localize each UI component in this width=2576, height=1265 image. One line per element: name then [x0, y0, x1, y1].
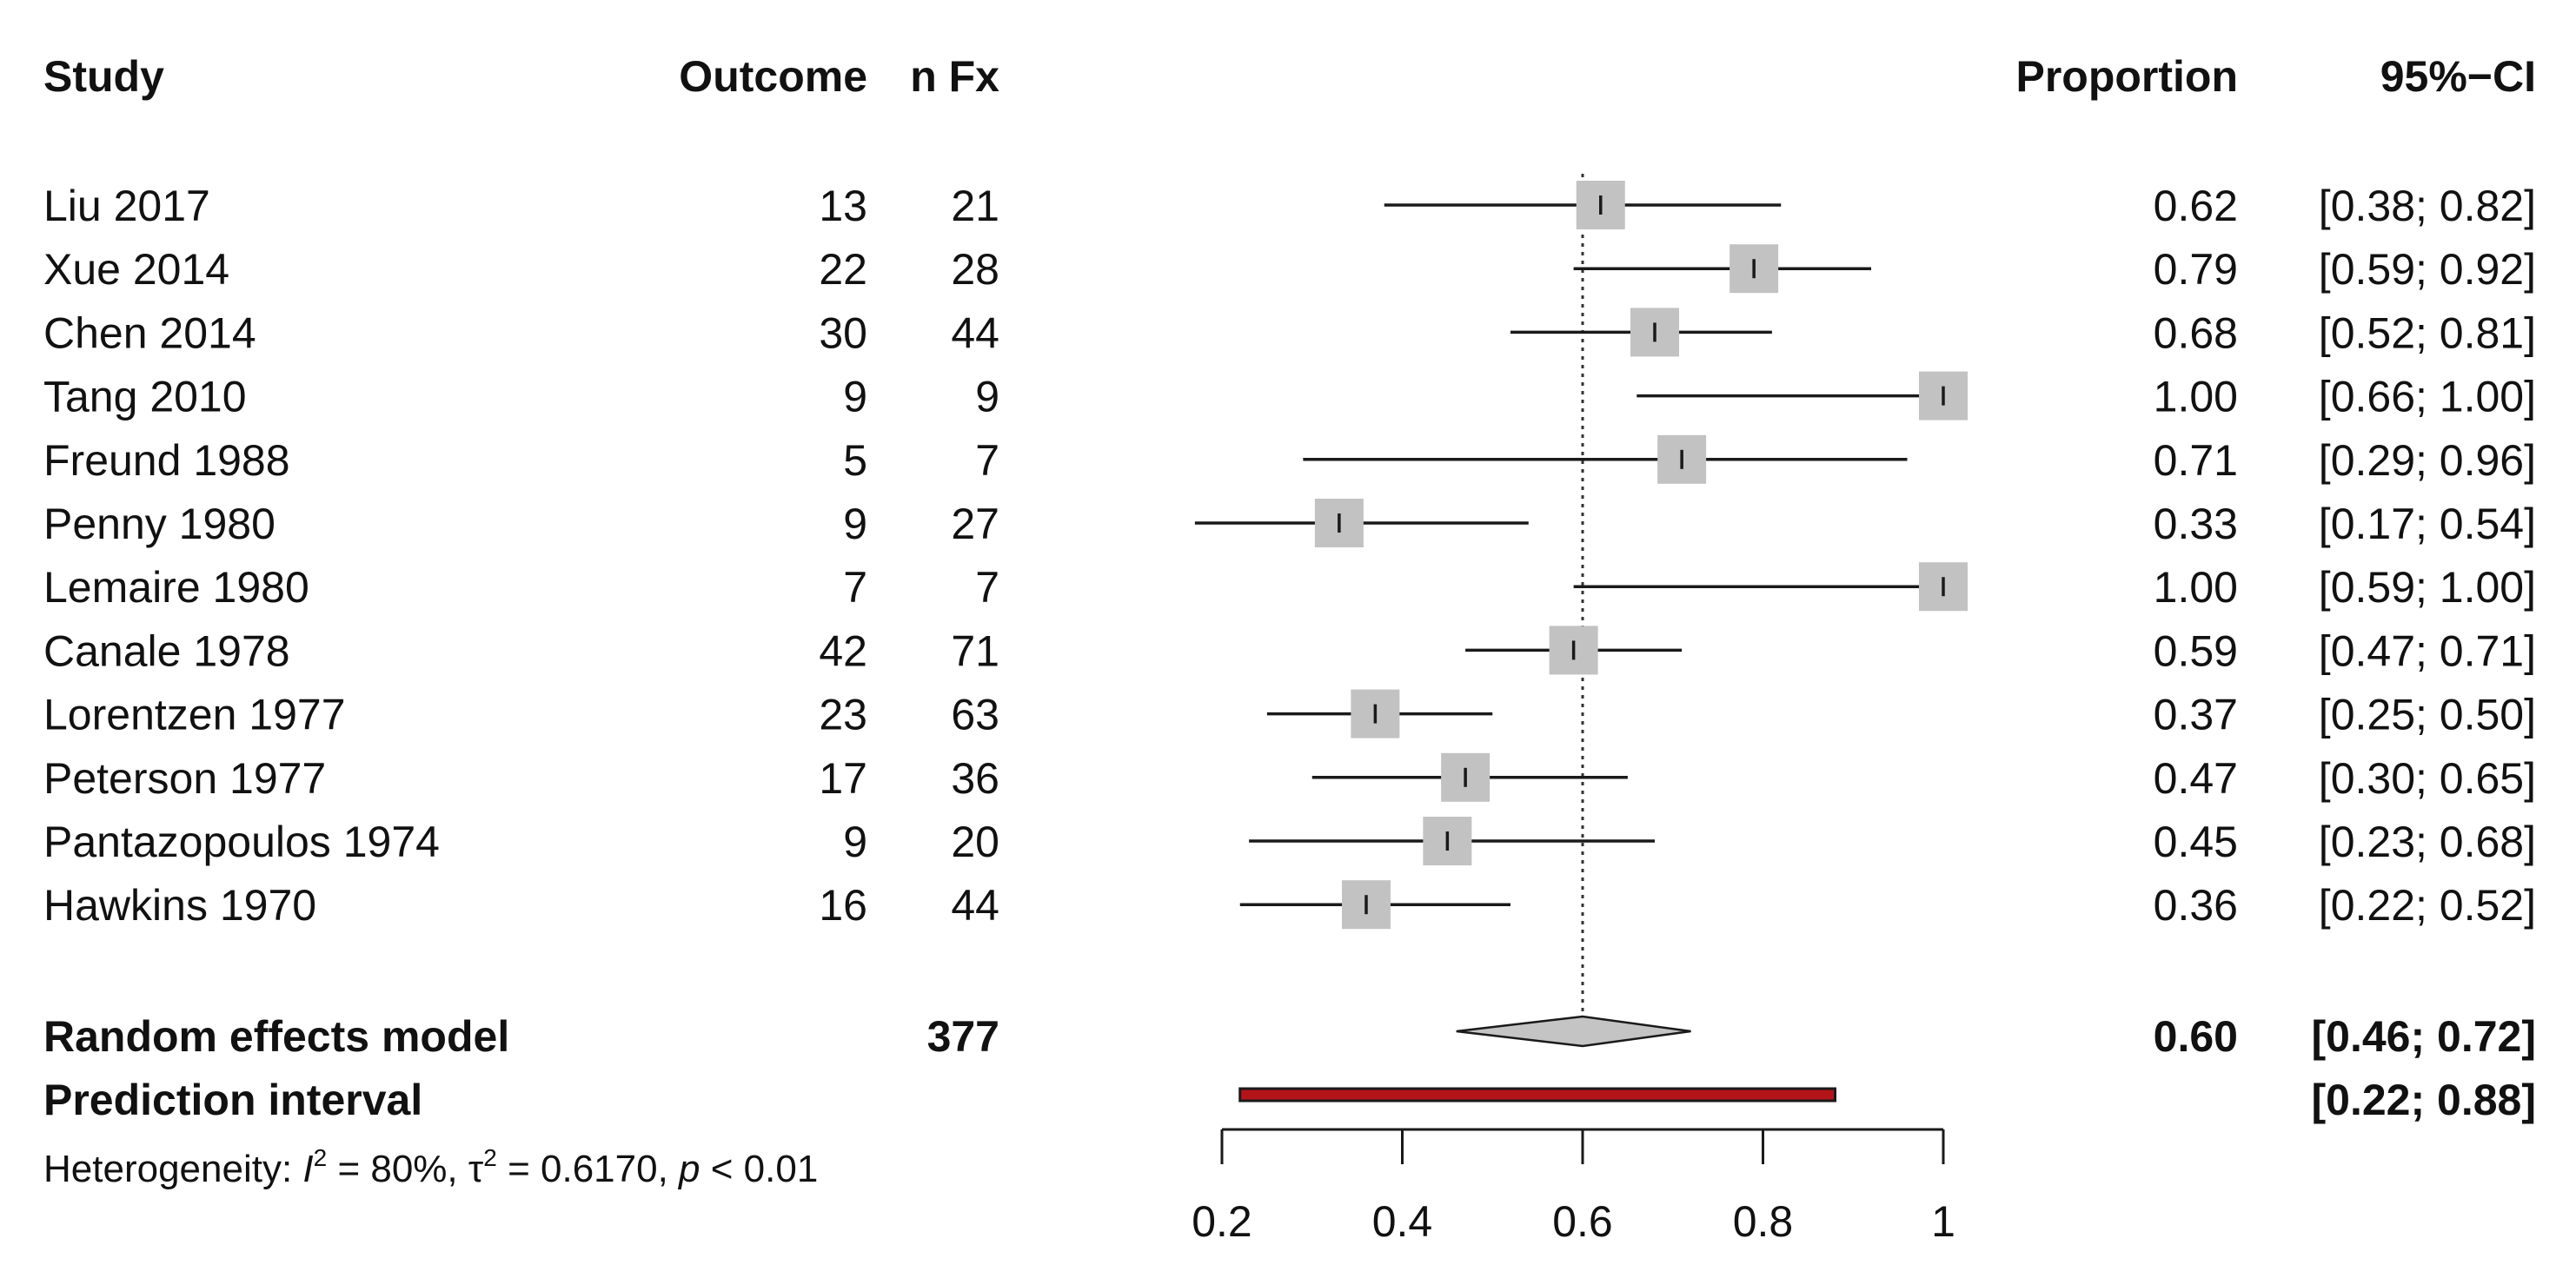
study-name: Liu 2017: [43, 182, 210, 230]
study-proportion: 0.62: [2154, 182, 2238, 230]
study-events: 23: [819, 691, 867, 739]
study-ci: [0.25; 0.50]: [2319, 691, 2536, 739]
study-name: Hawkins 1970: [43, 881, 316, 930]
header-n-fx: n Fx: [910, 52, 999, 101]
heterogeneity-i2-value: = 80%,: [327, 1148, 468, 1190]
study-name: Pantazopoulos 1974: [43, 818, 440, 866]
study-proportion: 0.68: [2154, 308, 2238, 357]
study-total: 21: [951, 182, 999, 230]
study-rows: Liu 2017 13 21 0.62 [0.38; 0.82] Xue 2014 22 28…: [43, 182, 2536, 930]
heterogeneity-i2-superscript: 2: [314, 1144, 328, 1171]
heterogeneity-tau-symbol: τ: [468, 1148, 484, 1190]
study-proportion: 0.59: [2154, 626, 2238, 675]
study-ci: [0.59; 1.00]: [2319, 563, 2536, 612]
study-total: 7: [975, 563, 999, 612]
prediction-interval-label: Prediction interval: [43, 1076, 422, 1124]
random-effects-diamond: [1456, 1015, 1691, 1048]
heterogeneity-p-symbol: p: [677, 1148, 700, 1190]
study-proportion: 0.47: [2154, 754, 2238, 803]
header-proportion: Proportion: [2015, 52, 2238, 101]
study-ci: [0.22; 0.52]: [2319, 881, 2536, 930]
x-axis: 0.2 0.4 0.6 0.8 1: [1192, 1128, 1955, 1246]
study-total: 27: [951, 500, 999, 548]
study-name: Tang 2010: [43, 373, 247, 421]
study-ci: [0.17; 0.54]: [2319, 500, 2536, 548]
study-name: Penny 1980: [43, 500, 276, 548]
study-proportion: 0.79: [2154, 245, 2238, 294]
study-proportion: 0.33: [2154, 500, 2238, 548]
study-total: 71: [951, 626, 999, 675]
study-events: 17: [819, 754, 867, 803]
study-name: Lemaire 1980: [43, 563, 309, 612]
study-name: Xue 2014: [43, 245, 229, 294]
study-total: 63: [951, 691, 999, 739]
study-events: 9: [843, 500, 867, 548]
study-events: 22: [819, 245, 867, 294]
study-events: 7: [843, 563, 867, 612]
x-axis-tick-label: 0.8: [1733, 1197, 1794, 1246]
random-effects-total: 377: [927, 1012, 999, 1061]
study-total: 9: [975, 373, 999, 421]
study-events: 30: [819, 308, 867, 357]
study-name: Freund 1988: [43, 436, 290, 485]
plot-area: 0.2 0.4 0.6 0.8 1: [1192, 174, 1968, 1246]
study-ci: [0.38; 0.82]: [2319, 182, 2536, 230]
study-name: Chen 2014: [43, 308, 256, 357]
study-ci: [0.59; 0.92]: [2319, 245, 2536, 294]
x-axis-tick-label: 1: [1931, 1197, 1955, 1246]
study-events: 13: [819, 182, 867, 230]
x-axis-tick-label: 0.2: [1192, 1197, 1252, 1246]
study-events: 16: [819, 881, 867, 930]
study-ci: [0.52; 0.81]: [2319, 308, 2536, 357]
study-ci: [0.66; 1.00]: [2319, 373, 2536, 421]
x-axis-tick-label: 0.4: [1372, 1197, 1433, 1246]
prediction-interval-bar: [1238, 1087, 1836, 1103]
study-proportion: 0.71: [2154, 436, 2238, 485]
study-name: Lorentzen 1977: [43, 691, 346, 739]
study-ci: [0.29; 0.96]: [2319, 436, 2536, 485]
x-axis-tick-label: 0.6: [1552, 1197, 1613, 1246]
heterogeneity-tau-superscript: 2: [483, 1144, 497, 1171]
header-ci: 95%−CI: [2380, 52, 2536, 101]
study-events: 9: [843, 373, 867, 421]
study-ci: [0.47; 0.71]: [2319, 626, 2536, 675]
study-ci: [0.23; 0.68]: [2319, 818, 2536, 866]
heterogeneity-text: Heterogeneity: I2 = 80%, τ2 = 0.6170, p …: [43, 1144, 818, 1190]
study-total: 44: [951, 308, 999, 357]
header-outcome: Outcome: [679, 52, 867, 101]
study-total: 28: [951, 245, 999, 294]
heterogeneity-tau-value: = 0.6170,: [497, 1148, 679, 1190]
study-total: 44: [951, 881, 999, 930]
study-total: 7: [975, 436, 999, 485]
study-proportion: 0.37: [2154, 691, 2238, 739]
study-proportion: 1.00: [2154, 373, 2238, 421]
study-proportion: 0.45: [2154, 818, 2238, 866]
study-proportion: 1.00: [2154, 563, 2238, 612]
study-name: Canale 1978: [43, 626, 290, 675]
study-events: 42: [819, 626, 867, 675]
random-effects-proportion: 0.60: [2154, 1012, 2238, 1061]
header-study: Study: [43, 52, 164, 101]
study-name: Peterson 1977: [43, 754, 326, 803]
study-events: 5: [843, 436, 867, 485]
prediction-interval-ci: [0.22; 0.88]: [2312, 1076, 2536, 1124]
heterogeneity-prefix: Heterogeneity:: [43, 1148, 302, 1190]
heterogeneity-p-value: < 0.01: [700, 1148, 819, 1190]
study-proportion: 0.36: [2154, 881, 2238, 930]
study-events: 9: [843, 818, 867, 866]
study-total: 20: [951, 818, 999, 866]
random-effects-ci: [0.46; 0.72]: [2312, 1012, 2536, 1061]
study-total: 36: [951, 754, 999, 803]
study-ci: [0.30; 0.65]: [2319, 754, 2536, 803]
heterogeneity-i2-symbol: I: [302, 1148, 313, 1190]
study-marks: [1194, 181, 1968, 930]
random-effects-label: Random effects model: [43, 1012, 509, 1061]
